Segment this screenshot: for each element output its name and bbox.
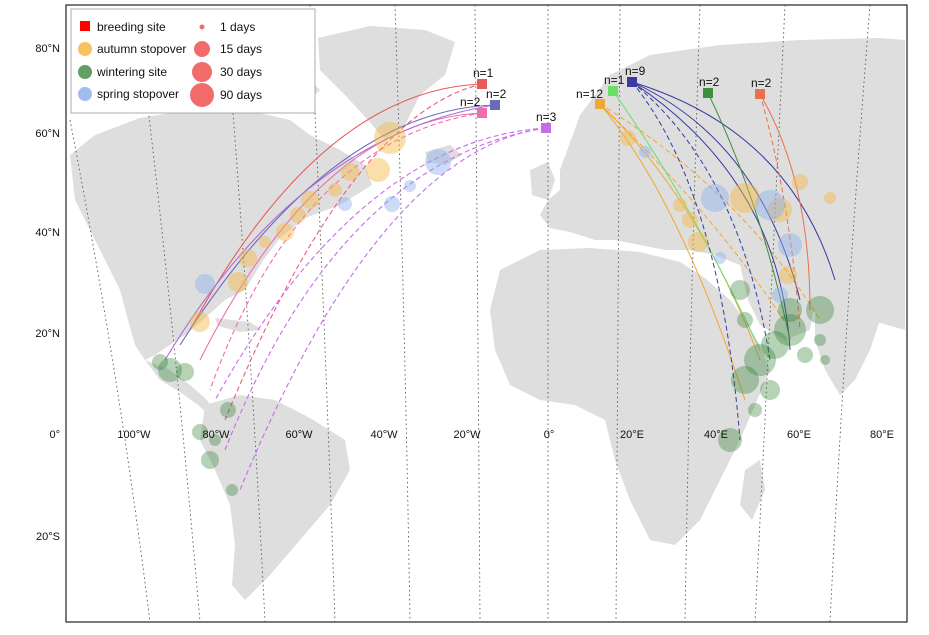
north-america: [70, 108, 372, 360]
lat-label-20s: 20°S: [36, 531, 60, 543]
breeding-site-label: n=2: [751, 76, 772, 90]
legend-spring-icon: [78, 87, 92, 101]
lon-label-100w: 100°W: [117, 429, 151, 441]
breeding-site-label: n=2: [460, 95, 481, 109]
tracks-west: [164, 83, 547, 491]
breeding-site-8: n=2: [699, 75, 720, 98]
breeding-site-label: n=9: [625, 64, 646, 78]
lat-label-0: 0°: [49, 429, 60, 441]
legend-wintering-icon: [78, 65, 92, 79]
lon-label-80w: 80°W: [202, 429, 230, 441]
uk: [530, 162, 555, 200]
legend-spring-label: spring stopover: [97, 87, 179, 101]
tracks-east: [599, 81, 836, 441]
central-america: [145, 360, 215, 418]
breeding-site-7: n=9: [625, 64, 646, 87]
lon-label-0: 0°: [544, 429, 555, 441]
lon-label-40e: 40°E: [704, 429, 728, 441]
legend: breeding site autumn stopover wintering …: [70, 8, 316, 114]
lat-label-20n: 20°N: [35, 328, 60, 340]
longitude-labels: 100°W 80°W 60°W 40°W 20°W 0° 20°E 40°E 6…: [117, 429, 894, 441]
legend-size-30-icon: [192, 62, 212, 82]
breeding-site-label: n=1: [604, 73, 625, 87]
breeding-site-label: n=12: [576, 87, 603, 101]
legend-autumn-icon: [78, 42, 92, 56]
south-america: [200, 395, 350, 600]
autumn-stopovers: [190, 122, 836, 332]
lon-label-40w: 40°W: [370, 429, 398, 441]
breeding-site-label: n=2: [486, 87, 507, 101]
legend-size-90-label: 90 days: [220, 88, 262, 102]
legend-size-1-label: 1 days: [220, 20, 255, 34]
spring-stopovers: [195, 146, 802, 303]
lat-label-80n: 80°N: [35, 43, 60, 55]
breeding-site-5: n=12: [576, 87, 605, 109]
lon-label-80e: 80°E: [870, 429, 894, 441]
breeding-site-1: n=1: [473, 66, 494, 89]
legend-autumn-label: autumn stopover: [97, 42, 186, 56]
legend-breeding-icon: [80, 21, 90, 31]
landmasses: [70, 26, 905, 600]
lon-label-20e: 20°E: [620, 429, 644, 441]
lon-label-20w: 20°W: [453, 429, 481, 441]
legend-size-1-icon: [199, 24, 205, 30]
greenland: [318, 26, 455, 140]
legend-size-15-icon: [194, 41, 210, 57]
legend-size-30-label: 30 days: [220, 65, 262, 79]
cuba: [215, 318, 262, 332]
lat-label-40n: 40°N: [35, 227, 60, 239]
latitude-labels: 80°N 60°N 40°N 20°N 0° 20°S: [35, 43, 60, 543]
breeding-site-9: n=2: [751, 76, 772, 99]
lon-label-60w: 60°W: [285, 429, 313, 441]
lat-label-60n: 60°N: [35, 128, 60, 140]
madagascar: [740, 460, 765, 520]
breeding-site-3: n=2: [460, 95, 487, 118]
legend-size-90-icon: [190, 83, 214, 107]
breeding-site-label: n=3: [536, 110, 557, 124]
lon-label-60e: 60°E: [787, 429, 811, 441]
breeding-sites: n=1 n=2 n=2 n=3 n=12 n=1 n=9 n=2: [460, 64, 772, 133]
legend-wintering-label: wintering site: [96, 65, 167, 79]
breeding-site-label: n=1: [473, 66, 494, 80]
eurasia: [540, 38, 905, 330]
breeding-site-6: n=1: [604, 73, 625, 96]
breeding-site-4: n=3: [536, 110, 557, 133]
legend-breeding-label: breeding site: [97, 20, 166, 34]
legend-size-15-label: 15 days: [220, 42, 262, 56]
breeding-site-2: n=2: [486, 87, 507, 110]
africa: [490, 248, 770, 545]
wintering-sites: [152, 280, 834, 496]
india: [815, 300, 880, 395]
breeding-site-label: n=2: [699, 75, 720, 89]
